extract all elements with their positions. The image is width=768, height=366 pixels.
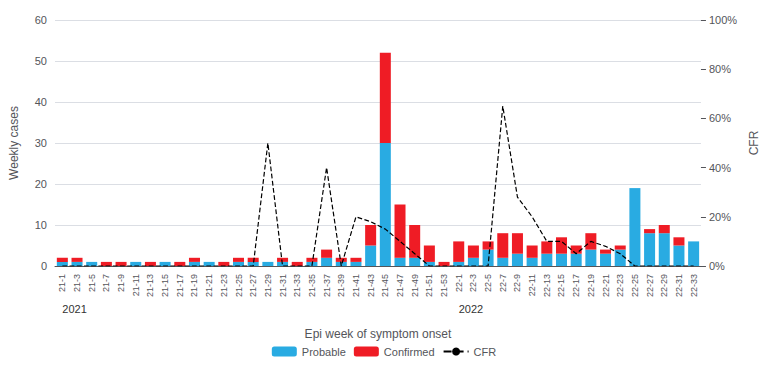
svg-text:22-15: 22-15 <box>556 274 566 297</box>
svg-text:22-33: 22-33 <box>689 274 699 297</box>
svg-text:50: 50 <box>35 55 47 67</box>
svg-text:20%: 20% <box>709 211 731 223</box>
svg-text:21-11: 21-11 <box>131 274 141 296</box>
svg-text:21-37: 21-37 <box>322 274 332 297</box>
svg-text:21-15: 21-15 <box>160 274 170 297</box>
svg-text:Epi week of symptom onset: Epi week of symptom onset <box>305 327 452 341</box>
svg-text:21-45: 21-45 <box>380 274 390 297</box>
svg-text:60%: 60% <box>709 112 731 124</box>
svg-text:40%: 40% <box>709 162 731 174</box>
svg-text:21-13: 21-13 <box>145 274 155 297</box>
svg-text:22-7: 22-7 <box>498 274 508 292</box>
svg-text:20: 20 <box>35 178 47 190</box>
svg-text:21-39: 21-39 <box>336 274 346 297</box>
svg-text:21-7: 21-7 <box>101 274 111 292</box>
svg-text:21-25: 21-25 <box>234 274 244 297</box>
svg-text:21-27: 21-27 <box>248 274 258 297</box>
svg-text:Probable: Probable <box>302 346 346 358</box>
svg-text:2021: 2021 <box>62 303 86 315</box>
svg-text:21-1: 21-1 <box>57 274 67 292</box>
svg-text:22-21: 22-21 <box>601 274 611 297</box>
svg-text:40: 40 <box>35 96 47 108</box>
svg-text:22-3: 22-3 <box>468 274 478 292</box>
svg-text:21-5: 21-5 <box>87 274 97 292</box>
svg-text:22-19: 22-19 <box>586 274 596 297</box>
svg-text:21-49: 21-49 <box>410 274 420 297</box>
svg-text:30: 30 <box>35 137 47 149</box>
svg-text:21-51: 21-51 <box>424 274 434 297</box>
svg-text:0%: 0% <box>709 260 725 272</box>
svg-text:Weekly cases: Weekly cases <box>7 106 21 180</box>
svg-text:21-9: 21-9 <box>116 274 126 292</box>
svg-text:80%: 80% <box>709 63 731 75</box>
svg-text:21-41: 21-41 <box>351 274 361 297</box>
svg-text:21-31: 21-31 <box>278 274 288 297</box>
svg-text:21-47: 21-47 <box>395 274 405 297</box>
svg-text:21-23: 21-23 <box>219 274 229 297</box>
svg-text:22-11: 22-11 <box>527 274 537 296</box>
svg-text:22-27: 22-27 <box>645 274 655 297</box>
svg-text:10: 10 <box>35 219 47 231</box>
svg-text:21-29: 21-29 <box>263 274 273 297</box>
svg-text:21-21: 21-21 <box>204 274 214 297</box>
svg-text:22-31: 22-31 <box>674 274 684 297</box>
svg-text:CFR: CFR <box>747 130 761 155</box>
svg-text:21-43: 21-43 <box>366 274 376 297</box>
svg-text:22-13: 22-13 <box>542 274 552 297</box>
svg-text:22-9: 22-9 <box>512 274 522 292</box>
svg-text:22-23: 22-23 <box>615 274 625 297</box>
svg-text:22-1: 22-1 <box>454 274 464 292</box>
svg-text:22-5: 22-5 <box>483 274 493 292</box>
svg-text:21-35: 21-35 <box>307 274 317 297</box>
svg-text:60: 60 <box>35 14 47 26</box>
svg-text:21-33: 21-33 <box>292 274 302 297</box>
svg-text:22-25: 22-25 <box>630 274 640 297</box>
svg-text:21-53: 21-53 <box>439 274 449 297</box>
svg-text:21-17: 21-17 <box>175 274 185 297</box>
svg-text:100%: 100% <box>709 14 737 26</box>
svg-text:22-17: 22-17 <box>571 274 581 297</box>
svg-text:CFR: CFR <box>474 346 497 358</box>
svg-text:Confirmed: Confirmed <box>384 346 435 358</box>
svg-text:22-29: 22-29 <box>659 274 669 297</box>
svg-text:2022: 2022 <box>459 303 483 315</box>
svg-text:21-3: 21-3 <box>72 274 82 292</box>
svg-text:0: 0 <box>41 260 47 272</box>
svg-text:21-19: 21-19 <box>189 274 199 297</box>
